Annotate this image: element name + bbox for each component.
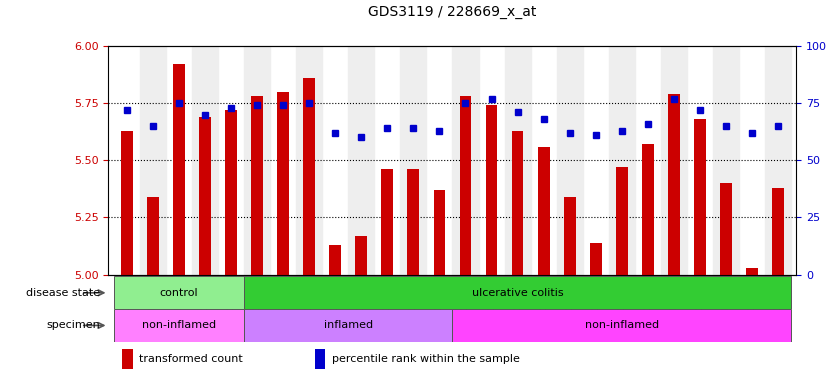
- Bar: [121, 131, 133, 275]
- Bar: [616, 167, 628, 275]
- Bar: [113, 309, 244, 342]
- Bar: [329, 245, 341, 275]
- Bar: [355, 236, 367, 275]
- Bar: [349, 46, 374, 275]
- Bar: [452, 46, 479, 275]
- Bar: [713, 46, 739, 275]
- Bar: [244, 276, 791, 309]
- Text: percentile rank within the sample: percentile rank within the sample: [332, 354, 520, 364]
- Bar: [694, 119, 706, 275]
- Bar: [512, 131, 524, 275]
- Bar: [192, 46, 218, 275]
- Bar: [661, 46, 687, 275]
- Bar: [434, 190, 445, 275]
- Text: specimen: specimen: [47, 320, 100, 331]
- Bar: [296, 46, 322, 275]
- Bar: [765, 46, 791, 275]
- Bar: [304, 78, 315, 275]
- Bar: [381, 169, 393, 275]
- Text: ulcerative colitis: ulcerative colitis: [472, 288, 564, 298]
- Bar: [590, 243, 601, 275]
- Bar: [147, 197, 158, 275]
- Bar: [225, 110, 237, 275]
- Bar: [139, 46, 166, 275]
- Text: control: control: [159, 288, 198, 298]
- Bar: [642, 144, 654, 275]
- Bar: [564, 197, 575, 275]
- Bar: [199, 117, 211, 275]
- Bar: [244, 309, 452, 342]
- Text: non-inflamed: non-inflamed: [585, 320, 659, 331]
- Text: inflamed: inflamed: [324, 320, 373, 331]
- Text: non-inflamed: non-inflamed: [142, 320, 216, 331]
- Bar: [408, 169, 420, 275]
- Bar: [452, 309, 791, 342]
- Bar: [315, 349, 325, 369]
- Bar: [277, 92, 289, 275]
- Bar: [746, 268, 758, 275]
- Bar: [400, 46, 426, 275]
- Text: disease state: disease state: [26, 288, 100, 298]
- Bar: [721, 183, 732, 275]
- Bar: [609, 46, 635, 275]
- Bar: [251, 96, 263, 275]
- Bar: [244, 46, 270, 275]
- Bar: [460, 96, 471, 275]
- Bar: [772, 188, 784, 275]
- Bar: [505, 46, 530, 275]
- Text: transformed count: transformed count: [139, 354, 244, 364]
- Bar: [556, 46, 583, 275]
- Bar: [122, 349, 133, 369]
- Bar: [173, 65, 184, 275]
- Bar: [113, 276, 244, 309]
- Text: GDS3119 / 228669_x_at: GDS3119 / 228669_x_at: [369, 5, 536, 19]
- Bar: [485, 106, 497, 275]
- Bar: [538, 147, 550, 275]
- Bar: [668, 94, 680, 275]
